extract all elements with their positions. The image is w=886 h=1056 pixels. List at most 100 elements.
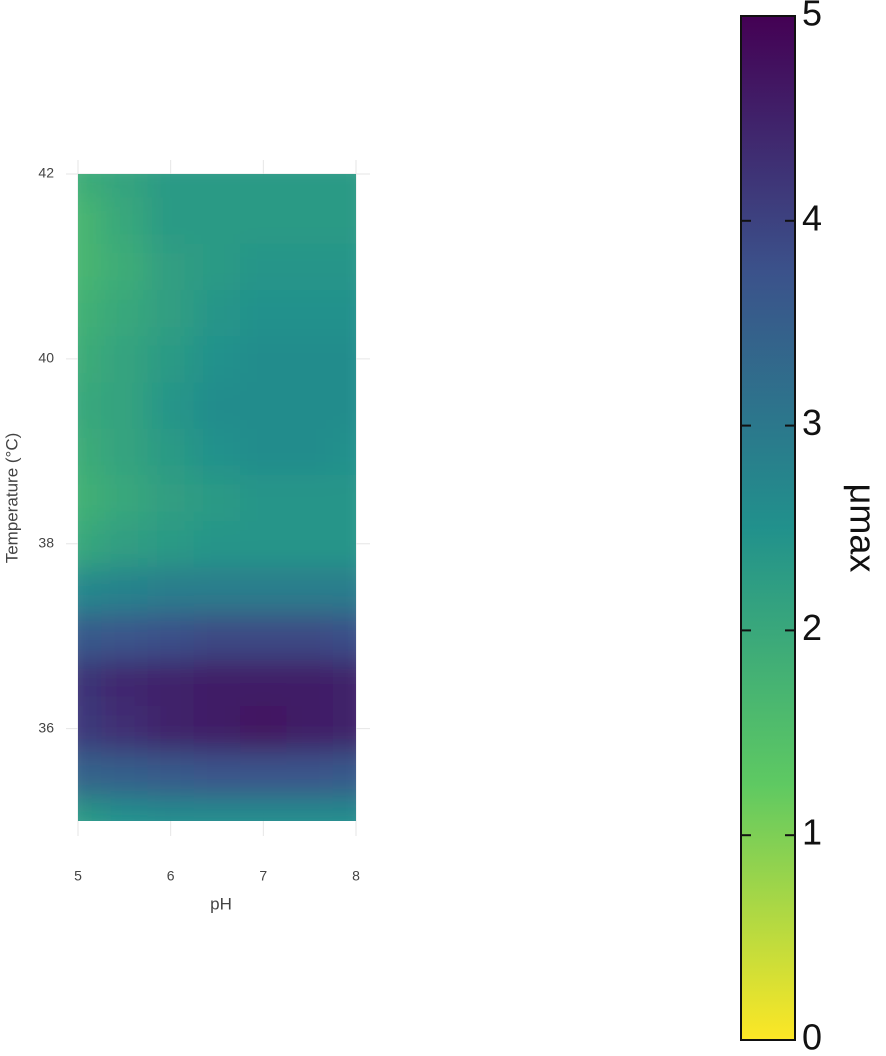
heat-cell (147, 566, 195, 614)
heat-cell (147, 751, 195, 799)
heat-cell (101, 751, 148, 799)
heat-cell (286, 428, 334, 475)
x-axis-label: pH (210, 894, 232, 913)
heat-cell (332, 335, 356, 383)
heat-cell (78, 428, 102, 475)
heat-cell (332, 381, 356, 429)
heat-cell (78, 174, 102, 198)
heat-cell (193, 659, 241, 706)
heat-cell (286, 381, 334, 429)
heat-cell (240, 659, 287, 706)
colorbar (740, 15, 796, 1041)
colorbar-tick-label: 5 (802, 0, 822, 34)
heat-cell (78, 566, 102, 614)
heat-cell (332, 243, 356, 291)
heat-cell (240, 289, 287, 337)
heat-cell (101, 243, 148, 291)
heat-cell (240, 197, 287, 244)
heat-cell (78, 520, 102, 568)
heat-cell (78, 797, 102, 821)
heat-cell (147, 613, 195, 660)
heat-cell (147, 243, 195, 291)
heat-cell (240, 613, 287, 660)
heat-cell (101, 474, 148, 522)
heat-cell (193, 474, 241, 522)
heat-cell (78, 243, 102, 291)
heat-cell (286, 751, 334, 799)
heat-cell (101, 428, 148, 475)
heat-cell (193, 797, 241, 821)
heat-cell (147, 289, 195, 337)
y-tick-label: 38 (38, 534, 54, 550)
y-tick-label: 42 (38, 165, 54, 181)
heat-cell (78, 613, 102, 660)
heat-cell (193, 289, 241, 337)
heat-cell (332, 797, 356, 821)
heat-cell (78, 197, 102, 244)
heat-cell (101, 197, 148, 244)
heat-cell (286, 797, 334, 821)
heat-cell (101, 174, 148, 198)
heat-cell (286, 335, 334, 383)
heat-cell (147, 428, 195, 475)
heat-cell (332, 474, 356, 522)
x-tick-label: 8 (352, 868, 360, 884)
heat-cell (147, 174, 195, 198)
heat-cell (286, 566, 334, 614)
colorbar-tick-label: 1 (802, 812, 822, 853)
heat-cell (147, 335, 195, 383)
heat-cell (286, 613, 334, 660)
heat-cell (193, 613, 241, 660)
heat-cell (101, 381, 148, 429)
heat-cell (240, 428, 287, 475)
heat-cell (240, 243, 287, 291)
colorbar-tick-label: 4 (802, 197, 822, 238)
heat-cell (101, 613, 148, 660)
heat-cell (240, 335, 287, 383)
heat-cell (332, 705, 356, 753)
heat-cell (193, 705, 241, 753)
heat-cell (193, 381, 241, 429)
heat-cell (101, 797, 148, 821)
heat-cell (147, 381, 195, 429)
heat-cell (240, 520, 287, 568)
heat-cell (193, 520, 241, 568)
heat-cell (101, 659, 148, 706)
heat-cell (332, 174, 356, 198)
heat-cell (101, 289, 148, 337)
heat-cell (332, 659, 356, 706)
x-tick-label: 5 (74, 868, 82, 884)
colorbar-tick-label: 3 (802, 402, 822, 443)
heat-cell (240, 705, 287, 753)
heat-cell (240, 474, 287, 522)
heat-cell (78, 705, 102, 753)
y-axis-label: Temperature (°C) (2, 433, 21, 564)
heat-cell (193, 243, 241, 291)
heat-cell (286, 705, 334, 753)
heat-cell (332, 613, 356, 660)
heat-cell (78, 474, 102, 522)
heat-cell (240, 751, 287, 799)
heat-cell (286, 243, 334, 291)
heat-cell (240, 174, 287, 198)
heat-cell (332, 566, 356, 614)
heat-cell (193, 566, 241, 614)
y-tick-label: 36 (38, 719, 54, 735)
x-tick-label: 6 (167, 868, 175, 884)
heat-cell (147, 474, 195, 522)
heat-cell (147, 197, 195, 244)
heat-cell (193, 197, 241, 244)
heat-cell (286, 289, 334, 337)
heat-cell (147, 797, 195, 821)
heat-cell (332, 428, 356, 475)
heat-cell (240, 381, 287, 429)
heat-cell (147, 659, 195, 706)
heat-cell (101, 705, 148, 753)
heat-cell (78, 659, 102, 706)
colorbar-tick-label: 0 (802, 1017, 822, 1056)
heat-cell (78, 381, 102, 429)
heat-cell (193, 428, 241, 475)
heat-cell (78, 335, 102, 383)
heat-cell (332, 197, 356, 244)
